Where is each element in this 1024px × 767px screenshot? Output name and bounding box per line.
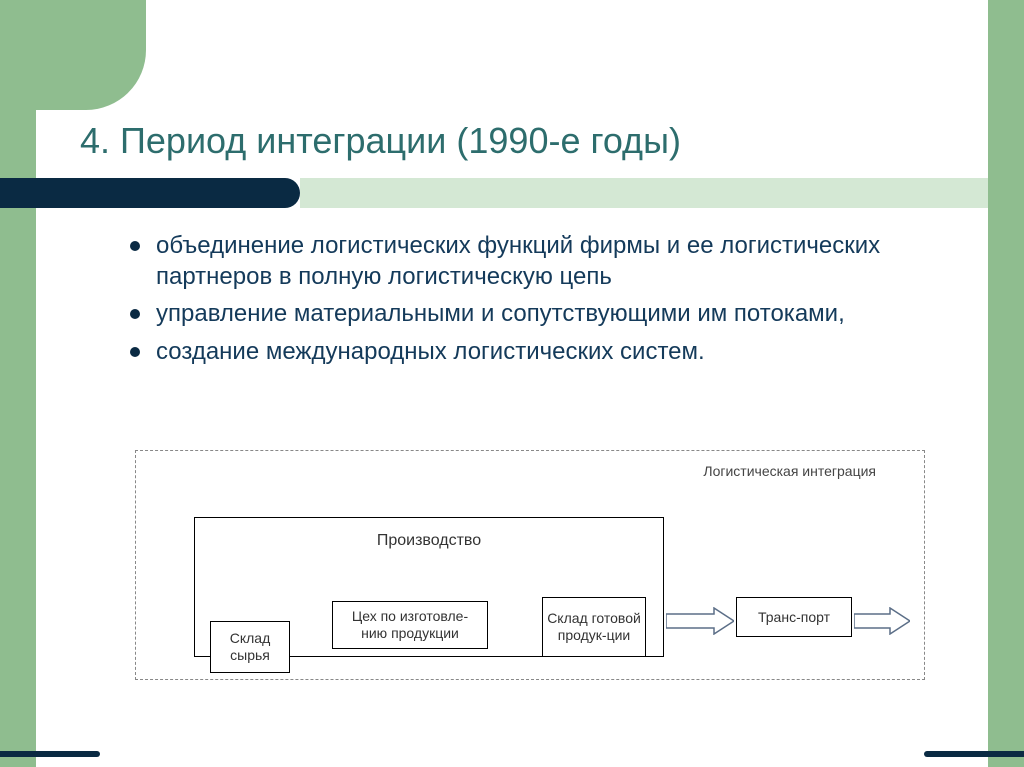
footer-accent-right: [924, 751, 1024, 757]
bullet-item: объединение логистических функций фирмы …: [130, 230, 954, 292]
production-label: Производство: [195, 532, 663, 550]
ribbon-light: [300, 178, 988, 208]
diagram-outer-label: Логистическая интеграция: [703, 463, 876, 481]
box-label: Цех по изготовле- нию продукции: [337, 608, 483, 642]
bullet-list: объединение логистических функций фирмы …: [130, 230, 954, 373]
box-label: Склад готовой продук-ции: [547, 610, 641, 644]
box-finished-warehouse: Склад готовой продук-ции: [542, 597, 646, 657]
arrow-to-transport: [666, 607, 734, 635]
box-transport: Транс-порт: [736, 597, 852, 637]
footer-accent-left: [0, 751, 100, 757]
box-label: Транс-порт: [758, 609, 830, 626]
box-workshop: Цех по изготовле- нию продукции: [332, 601, 488, 649]
bullet-item: создание международных логистических сис…: [130, 336, 954, 367]
box-label: Склад сырья: [215, 630, 285, 664]
bullet-item: управление материальными и сопутствующим…: [130, 298, 954, 329]
slide-title: 4. Период интеграции (1990-е годы): [80, 120, 681, 162]
arrow-out: [854, 607, 910, 635]
flow-diagram: Логистическая интеграция Производство Ск…: [135, 450, 925, 680]
box-raw-warehouse: Склад сырья: [210, 621, 290, 673]
ribbon-dark: [0, 178, 300, 208]
